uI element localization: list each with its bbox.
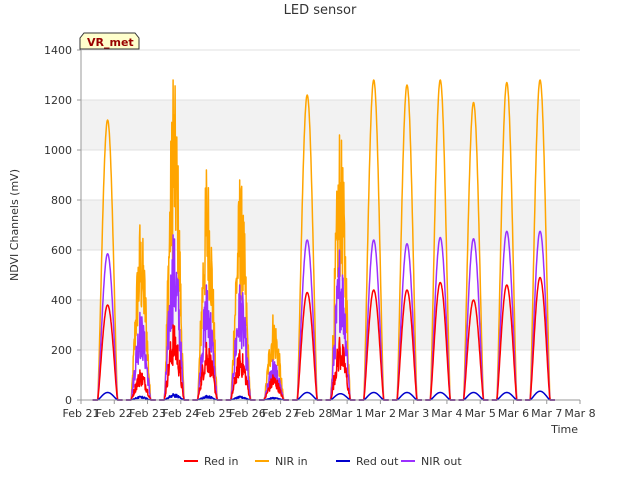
y-tick-label: 1200	[44, 94, 72, 107]
legend-label: NIR in	[275, 455, 308, 468]
series-line-red-out	[92, 390, 555, 401]
plot-series	[92, 79, 555, 401]
x-tick-label: Mar 8	[564, 407, 595, 420]
y-tick-label: 0	[65, 394, 72, 407]
legend-label: NIR out	[421, 455, 462, 468]
x-tick-label: Feb 28	[295, 407, 332, 420]
x-tick-label: Mar 6	[498, 407, 529, 420]
x-tick-label: Mar 3	[398, 407, 429, 420]
grid-lines	[81, 49, 580, 401]
series-line-nir-in	[92, 79, 555, 401]
series-line-red-in	[92, 276, 555, 401]
y-tick-label: 600	[51, 244, 72, 257]
x-tick-label: Feb 25	[196, 407, 233, 420]
x-tick-label: Feb 21	[63, 407, 100, 420]
site-badge: VR_met	[79, 32, 140, 50]
series-line-nir-out	[92, 230, 555, 401]
x-tick-label: Mar 4	[431, 407, 462, 420]
chart-title: LED sensor	[284, 3, 357, 18]
badge-shape	[79, 32, 140, 50]
grid-band	[81, 300, 580, 350]
x-tick-label: Feb 22	[96, 407, 133, 420]
x-tick-label: Feb 23	[129, 407, 166, 420]
legend-label: Red in	[204, 455, 238, 468]
grid-band	[81, 200, 580, 250]
x-tick-label: Feb 27	[262, 407, 299, 420]
y-tick-label: 200	[51, 344, 72, 357]
x-tick-label: Feb 24	[162, 407, 199, 420]
grid-bands	[81, 100, 580, 350]
chart-legend: Red in NIR in Red out NIR out	[184, 455, 462, 468]
y-tick-label: 400	[51, 294, 72, 307]
badge-label: VR_met	[87, 36, 134, 49]
x-tick-label: Mar 5	[465, 407, 496, 420]
y-tick-label: 800	[51, 194, 72, 207]
grid-band	[81, 100, 580, 150]
x-axis-label: Time	[550, 423, 578, 436]
y-axis-ticks: 0 200 400 600 800 1000 1200 1400	[44, 44, 81, 407]
x-tick-label: Feb 26	[229, 407, 266, 420]
legend-label: Red out	[356, 455, 399, 468]
x-tick-label: Mar 2	[365, 407, 396, 420]
y-tick-label: 1400	[44, 44, 72, 57]
x-tick-label: Mar 1	[332, 407, 363, 420]
y-tick-label: 1000	[44, 144, 72, 157]
y-axis-label: NDVI Channels (mV)	[8, 169, 21, 281]
x-tick-label: Mar 7	[531, 407, 562, 420]
